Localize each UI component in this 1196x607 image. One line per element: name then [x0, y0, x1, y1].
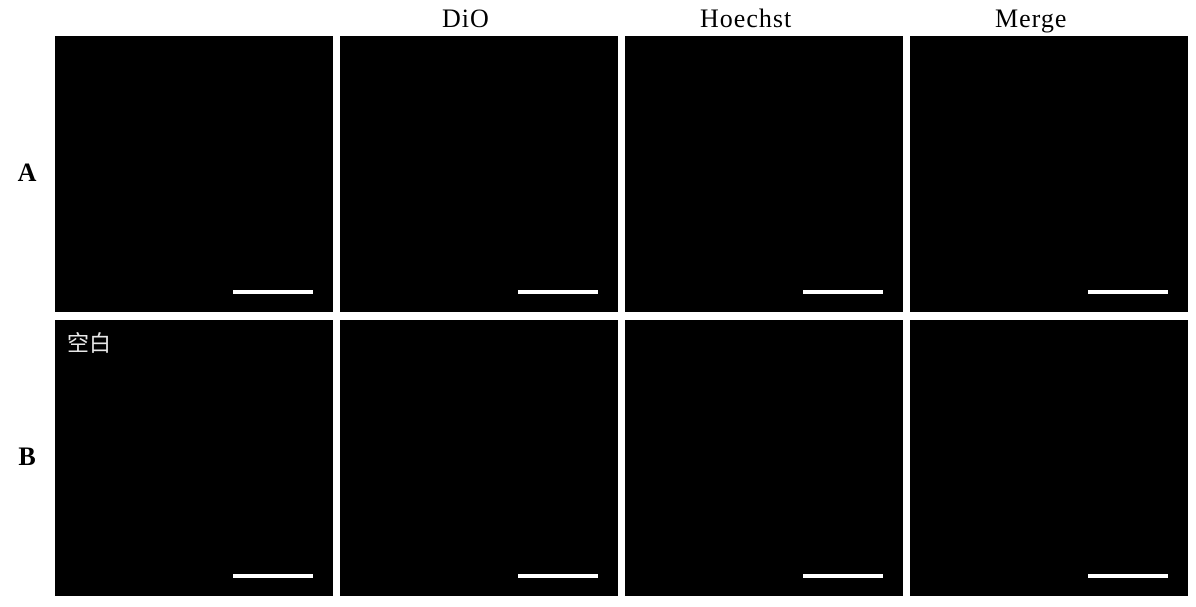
scalebar: [803, 574, 883, 578]
row-label-b: B: [12, 442, 42, 472]
scalebar: [518, 290, 598, 294]
panel-a-blank: [55, 36, 333, 312]
panel-b-blank: 空白: [55, 320, 333, 596]
panel-a-merge: [910, 36, 1188, 312]
microscopy-panel-figure: DiO Hoechst Merge A B 空白: [0, 0, 1196, 607]
panel-b-hoechst: [625, 320, 903, 596]
panel-b-merge: [910, 320, 1188, 596]
scalebar: [803, 290, 883, 294]
scalebar: [233, 290, 313, 294]
panel-inner-label: 空白: [67, 326, 111, 358]
scalebar: [1088, 290, 1168, 294]
scalebar: [233, 574, 313, 578]
column-header-merge: Merge: [995, 4, 1067, 34]
scalebar: [1088, 574, 1168, 578]
column-header-hoechst: Hoechst: [700, 4, 792, 34]
column-header-dio: DiO: [442, 4, 490, 34]
panel-a-dio: [340, 36, 618, 312]
row-label-a: A: [12, 158, 42, 188]
panel-a-hoechst: [625, 36, 903, 312]
scalebar: [518, 574, 598, 578]
panel-b-dio: [340, 320, 618, 596]
